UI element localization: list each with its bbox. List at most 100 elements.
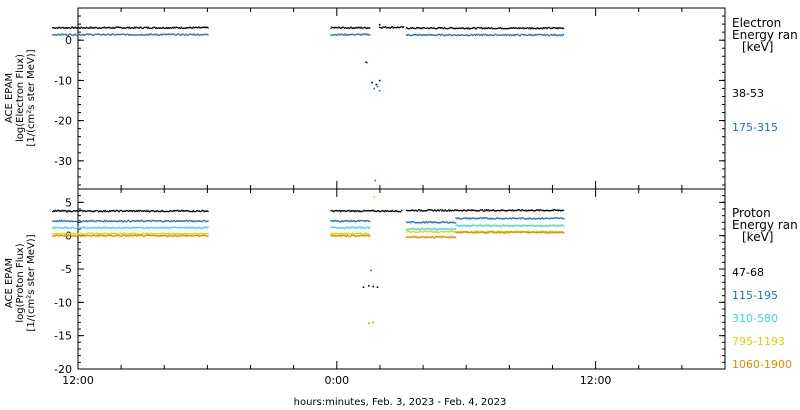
data-point [87,210,89,212]
series-795-1193 [52,196,565,236]
data-point [454,209,456,211]
data-point [460,34,462,36]
data-point [206,210,208,212]
data-point-outlier [373,196,376,198]
data-point [186,226,188,228]
data-point [364,227,367,229]
data-point [537,225,539,227]
data-point [193,34,195,36]
data-point [188,33,190,35]
proton-ylabel-line-1: ACE EPAM [4,258,15,308]
data-point [563,232,565,234]
data-point [509,35,511,37]
time-x-axis: 12:00 0:00 12:00 [62,8,726,387]
data-point [166,26,168,29]
data-point [493,217,495,220]
data-point [544,224,546,227]
data-point [116,26,119,28]
data-point [550,224,552,227]
data-point [363,209,365,211]
data-point [63,209,65,212]
data-point [519,217,521,219]
data-point [167,227,169,229]
data-point [136,210,138,212]
data-point [111,33,113,35]
data-point [447,236,449,239]
data-point [113,209,115,212]
data-point [536,34,539,36]
data-point [71,34,73,36]
data-point [530,231,532,233]
data-point [525,224,527,227]
data-point [461,34,464,36]
data-point [543,209,545,212]
data-point [418,222,421,224]
data-point [351,232,354,234]
data-point [481,217,483,220]
electron-ytick-label: 0 [65,34,72,47]
data-point [493,224,495,227]
data-point [185,227,188,229]
data-point [185,227,187,229]
data-point [463,209,465,211]
data-point [207,226,209,228]
data-point [407,33,409,36]
data-point [485,27,487,29]
data-point [517,209,519,211]
data-point [408,231,410,233]
data-point [510,27,512,29]
data-point [472,225,474,227]
data-point [97,235,99,237]
data-point [340,227,342,229]
data-point [373,210,375,213]
data-point [496,217,498,219]
data-point [102,26,104,29]
data-point [122,33,124,35]
data-point [489,231,492,233]
data-point [59,234,62,236]
data-point [524,27,527,29]
data-point [479,34,481,37]
data-point [448,222,451,224]
data-point [446,35,448,37]
data-point [554,232,556,234]
data-point [340,235,342,237]
data-point [203,33,206,35]
data-point [177,232,179,234]
data-point [105,34,107,36]
data-point [349,233,351,235]
data-point [94,27,96,29]
data-point [480,34,483,36]
data-point [140,34,142,36]
data-point [447,222,449,224]
data-point [142,210,144,212]
data-point [128,210,131,212]
data-point [191,235,194,237]
data-point [71,26,73,28]
data-point [143,209,145,212]
data-point [408,236,410,238]
data-point [202,34,204,36]
data-point [178,235,181,237]
data-point [132,27,134,29]
data-point [527,210,529,212]
data-point [364,234,367,236]
data-point [61,34,63,36]
data-point [129,221,132,223]
data-point [431,228,433,231]
data-point [58,227,60,229]
data-point [54,209,56,211]
data-point [467,28,469,30]
data-point [142,226,144,229]
data-point [502,232,505,234]
data-point [436,210,438,212]
data-point [512,232,514,234]
data-point-outlier [378,89,381,92]
data-point [334,233,336,235]
data-point [484,34,486,36]
data-point [185,34,187,36]
data-point [66,227,69,229]
data-point [417,27,419,29]
data-point [423,231,425,233]
data-point [63,235,65,237]
